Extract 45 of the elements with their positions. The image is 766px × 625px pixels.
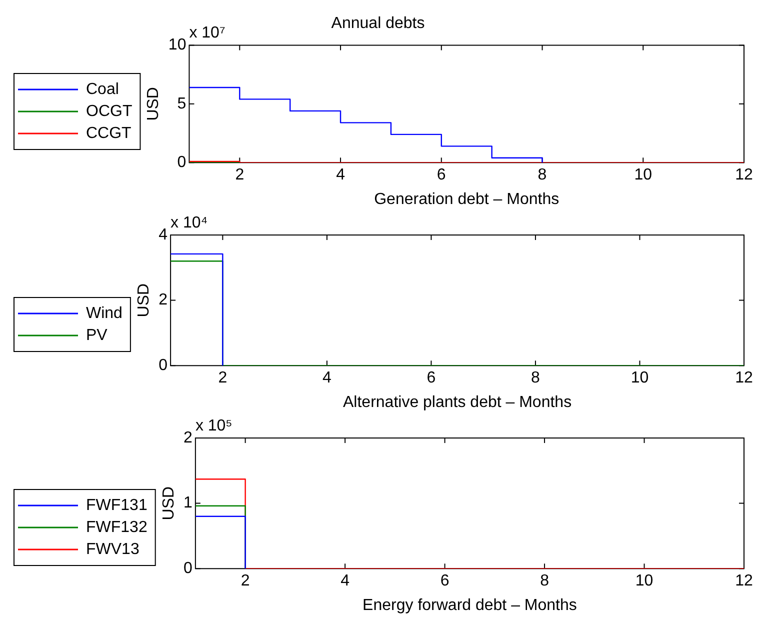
legend-label: PV xyxy=(86,326,108,344)
y-axis-title: USD xyxy=(160,486,178,520)
x-tick-label: 6 xyxy=(440,572,450,590)
x-tick-label: 10 xyxy=(635,572,654,590)
x-tick-label: 2 xyxy=(218,370,228,387)
y-axis-title: USD xyxy=(145,87,162,121)
y-tick-label: 1 xyxy=(184,494,193,512)
x-tick-label: 4 xyxy=(336,166,346,184)
x-tick-label: 12 xyxy=(735,572,753,590)
x-tick-label: 8 xyxy=(540,572,550,590)
y-tick-label: 0 xyxy=(184,560,193,578)
y-axis-title: USD xyxy=(135,283,152,318)
y-tick-label: 10 xyxy=(168,36,186,54)
x-axis-title: Alternative plants debt – Months xyxy=(342,394,572,411)
x-tick-label: 2 xyxy=(240,572,250,590)
x-axis-title: Energy forward debt – Months xyxy=(362,596,577,614)
y-tick-label: 2 xyxy=(158,292,168,309)
text: x 10⁵ xyxy=(195,417,232,434)
x-tick-label: 10 xyxy=(630,370,649,387)
legend-label: CCGT xyxy=(86,124,132,142)
x-tick-label: 8 xyxy=(538,166,547,184)
x-tick-label: 6 xyxy=(426,370,436,387)
y-tick-label: 0 xyxy=(177,154,186,172)
x-tick-label: 10 xyxy=(634,166,652,184)
legend-label: FWF131 xyxy=(86,496,148,514)
text: x 10⁴ xyxy=(170,214,208,232)
legend-label: FWV13 xyxy=(86,540,140,558)
x-tick-label: 6 xyxy=(436,166,446,184)
legend-label: FWF132 xyxy=(86,518,148,536)
y-tick-label: 0 xyxy=(158,357,168,374)
x-tick-label: 4 xyxy=(322,370,332,387)
y-tick-label: 5 xyxy=(177,95,186,112)
text: x 10⁷ xyxy=(189,24,226,42)
y-tick-label: 4 xyxy=(158,226,168,244)
legend-label: OCGT xyxy=(86,102,132,120)
x-axis-title: Generation debt – Months xyxy=(374,190,560,208)
x-tick-label: 2 xyxy=(235,166,244,184)
x-tick-label: 12 xyxy=(735,370,753,387)
legend-label: Coal xyxy=(86,80,119,98)
legend-label: Wind xyxy=(86,304,122,322)
x-tick-label: 8 xyxy=(531,370,540,387)
x-tick-label: 4 xyxy=(340,572,350,590)
y-tick-label: 2 xyxy=(184,429,193,446)
chart-title: Annual debts xyxy=(331,15,425,32)
x-tick-label: 12 xyxy=(735,166,753,184)
